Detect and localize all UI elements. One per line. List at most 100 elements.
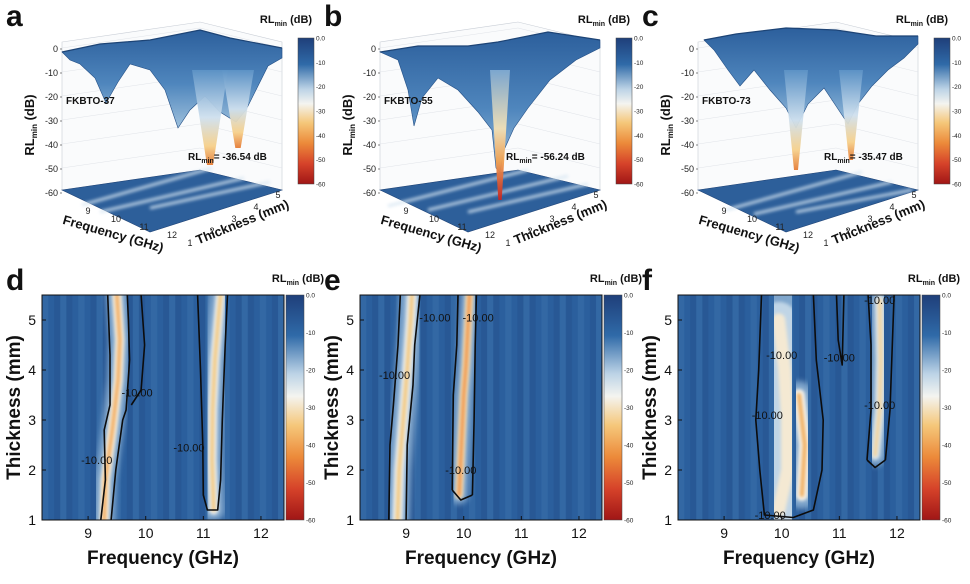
colorbar — [285, 294, 305, 521]
texture-stripe — [835, 295, 842, 520]
texture-stripe — [247, 295, 255, 520]
texture-stripe — [72, 295, 79, 520]
panel-letter: c — [642, 0, 659, 33]
panel-e: e-10.00-10.00 -10.00-10.009 10 11 1212345Fre… — [322, 264, 642, 569]
colorbar-tick-label: -30 — [952, 109, 962, 116]
z-tick-label: 0 — [689, 44, 694, 54]
texture-stripe — [235, 295, 243, 520]
grid-line — [697, 123, 837, 145]
colorbar-tick-label: -10 — [624, 330, 634, 337]
y-tick-label: 2 — [209, 226, 214, 236]
texture-stripe — [913, 295, 920, 520]
texture-stripe — [271, 295, 279, 520]
texture-stripe — [523, 295, 530, 520]
x-tick-label: 11 — [514, 525, 529, 541]
texture-stripe — [559, 295, 567, 520]
contour-line — [884, 295, 895, 461]
contour-line — [405, 295, 421, 520]
contour-label: -10.00 — [755, 510, 786, 522]
grid-line — [61, 123, 201, 145]
x-tick-label: 10 — [747, 214, 757, 224]
x-tick-label: 12 — [803, 230, 813, 240]
surface-crest — [61, 29, 283, 53]
y-tick-label: 1 — [28, 512, 36, 528]
colorbar-tick-label: -60 — [952, 182, 962, 189]
surface-dip — [222, 70, 254, 148]
colorbar-tick-label: -60 — [634, 182, 644, 189]
contour-line — [451, 489, 473, 501]
texture-stripe — [547, 295, 555, 520]
texture-stripe — [414, 295, 421, 520]
texture-stripe — [42, 295, 49, 520]
z-tick-label: 0 — [53, 44, 58, 54]
texture-stripe — [193, 295, 200, 520]
floor-streak — [795, 188, 913, 214]
texture-stripe — [829, 295, 836, 520]
plot-area: -10.00 -10.00 -10.00 -10.00 -10.00 -10.00 — [678, 295, 920, 522]
texture-stripe — [265, 295, 273, 520]
texture-stripe — [253, 295, 261, 520]
texture-stripe — [438, 295, 446, 520]
colorbar-tick-label: -50 — [942, 480, 952, 487]
z-tick-label: -40 — [681, 140, 694, 150]
floor-streak — [81, 166, 213, 207]
y-tick-label: 5 — [911, 190, 916, 200]
colorbar-tick-label: 0.0 — [942, 293, 951, 300]
x-tick-label: 10 — [111, 214, 121, 224]
texture-stripe — [571, 295, 579, 520]
surface-crest — [379, 31, 601, 53]
contour-line — [866, 459, 886, 469]
z-tick-label: -40 — [45, 140, 58, 150]
contour-label: -10.00 — [445, 465, 476, 477]
z-tick-label: -10 — [681, 68, 694, 78]
absorption-band-core — [796, 392, 807, 498]
y-tick-label: 2 — [664, 462, 672, 478]
y-tick-label: 2 — [346, 462, 354, 478]
texture-stripe — [96, 295, 103, 520]
contour-label: -10.00 — [81, 455, 112, 467]
absorption-band-core — [772, 313, 794, 517]
grid-line — [697, 147, 837, 169]
x-tick-label: 11 — [457, 222, 466, 232]
texture-stripe — [684, 295, 691, 520]
texture-stripe — [511, 295, 518, 520]
texture-stripe — [54, 295, 61, 520]
x-tick-label: 11 — [139, 222, 148, 232]
texture-stripe — [895, 295, 903, 520]
texture-stripe — [499, 295, 506, 520]
colorbar-tick-label: -50 — [624, 480, 634, 487]
colorbar-tick-label: 0.0 — [316, 36, 325, 43]
z-axis-label: RLmin (dB) — [22, 94, 39, 155]
colorbar — [615, 37, 633, 185]
texture-stripe — [481, 295, 488, 520]
contour-label: -10.00 — [419, 313, 450, 325]
colorbar-tick-label: -40 — [942, 443, 952, 450]
colorbar — [603, 294, 623, 521]
surface-dip — [490, 70, 510, 200]
texture-stripe — [907, 295, 915, 520]
absorption-band-core — [395, 295, 414, 520]
colorbar-tick-label: 0.0 — [306, 293, 315, 300]
sample-label: FKBTO-55 — [384, 96, 433, 107]
texture-stripe — [595, 295, 602, 520]
texture-stripe — [366, 295, 373, 520]
x-tick-label: 10 — [774, 525, 790, 541]
colorbar-title: RLmin (dB) — [896, 14, 949, 28]
texture-stripe — [541, 295, 549, 520]
y-tick-label: 2 — [845, 226, 850, 236]
contour-line — [866, 295, 872, 461]
colorbar-title: RLmin (dB) — [272, 273, 325, 287]
y-tick-label: 1 — [346, 512, 354, 528]
contour-line — [755, 295, 824, 519]
colorbar-tick-label: -10 — [316, 60, 326, 67]
contour-line — [130, 295, 146, 406]
colorbar-tick-label: -30 — [316, 109, 326, 116]
texture-stripe — [517, 295, 524, 520]
colorbar-tick-label: -60 — [306, 518, 316, 525]
texture-stripe — [181, 295, 188, 520]
x-tick-label: 10 — [429, 214, 439, 224]
y-tick-label: 2 — [28, 462, 36, 478]
colorbar-tick-label: -10 — [942, 330, 952, 337]
